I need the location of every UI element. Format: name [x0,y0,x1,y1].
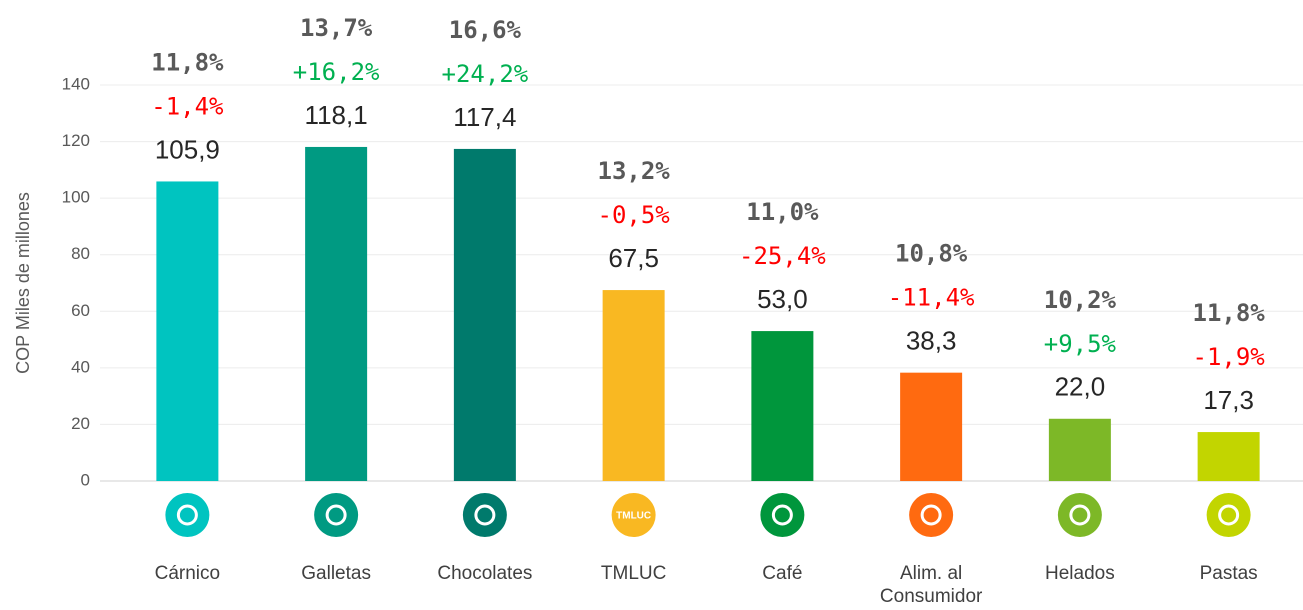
category-icon [1206,493,1251,537]
value-label: 53,0 [757,284,808,314]
y-axis-label: COP Miles de millones [13,192,33,374]
growth-label: +9,5% [1044,330,1117,358]
bar [900,372,963,481]
category-icon [909,493,954,537]
margin-label: 10,8% [895,240,968,268]
y-tick-label: 60 [71,301,90,320]
margin-label: 13,2% [598,157,671,185]
x-tick-label: Café [762,563,803,584]
icon-glyph [474,504,496,526]
margin-label: 10,2% [1044,286,1117,314]
icon-glyph [1069,504,1091,526]
value-label: 38,3 [906,326,957,356]
icon-glyph [1218,504,1240,526]
value-label: 22,0 [1055,372,1106,402]
growth-label: -25,4% [739,242,826,270]
y-tick-label: 80 [71,244,90,263]
bar [602,290,665,481]
x-tick-label: Chocolates [437,563,533,584]
icon-glyph [771,504,793,526]
y-tick-label: 0 [81,470,90,489]
category-icon [760,493,805,537]
margin-label: 16,6% [449,16,522,44]
margin-label: 13,7% [300,14,373,42]
category-icon [611,493,656,537]
bar [305,146,368,481]
margin-label: 11,0% [746,198,819,226]
growth-label: -1,9% [1193,343,1266,371]
icon-glyph [176,504,198,526]
value-label: 117,4 [453,102,516,132]
bar [1197,432,1260,481]
icon-glyph [325,504,347,526]
y-tick-label: 140 [62,74,90,93]
value-label: 67,5 [608,243,659,273]
y-tick-label: 120 [62,131,90,150]
y-tick-label: 20 [71,414,90,433]
category-icon [314,493,359,537]
growth-label: +16,2% [293,58,380,86]
x-tick-label: Pastas [1199,563,1258,584]
margin-label: 11,8% [151,48,224,76]
bar [453,148,516,481]
x-tick-label: Helados [1045,563,1115,584]
bar [1048,418,1111,481]
category-icon [1057,493,1102,537]
growth-label: +24,2% [442,60,529,88]
y-tick-label: 40 [71,357,90,376]
bar [156,181,219,481]
x-tick-label: Cárnico [154,563,221,584]
x-tick-label: TMLUC [600,563,667,584]
growth-label: -11,4% [888,284,975,312]
growth-label: -0,5% [598,201,671,229]
margin-label: 11,8% [1193,299,1266,327]
growth-label: -1,4% [151,92,224,120]
bar [751,331,814,481]
value-label: 118,1 [305,100,368,130]
x-tick-label: Alim. al Consumidor [879,563,983,607]
y-tick-label: 100 [62,188,90,207]
icon-glyph [920,504,942,526]
category-icon [462,493,507,537]
value-label: 105,9 [155,134,220,164]
x-tick-label: Galletas [301,563,371,584]
value-label: 17,3 [1203,385,1254,415]
icon-text: TMLUC [616,511,651,522]
category-icon [165,493,210,537]
